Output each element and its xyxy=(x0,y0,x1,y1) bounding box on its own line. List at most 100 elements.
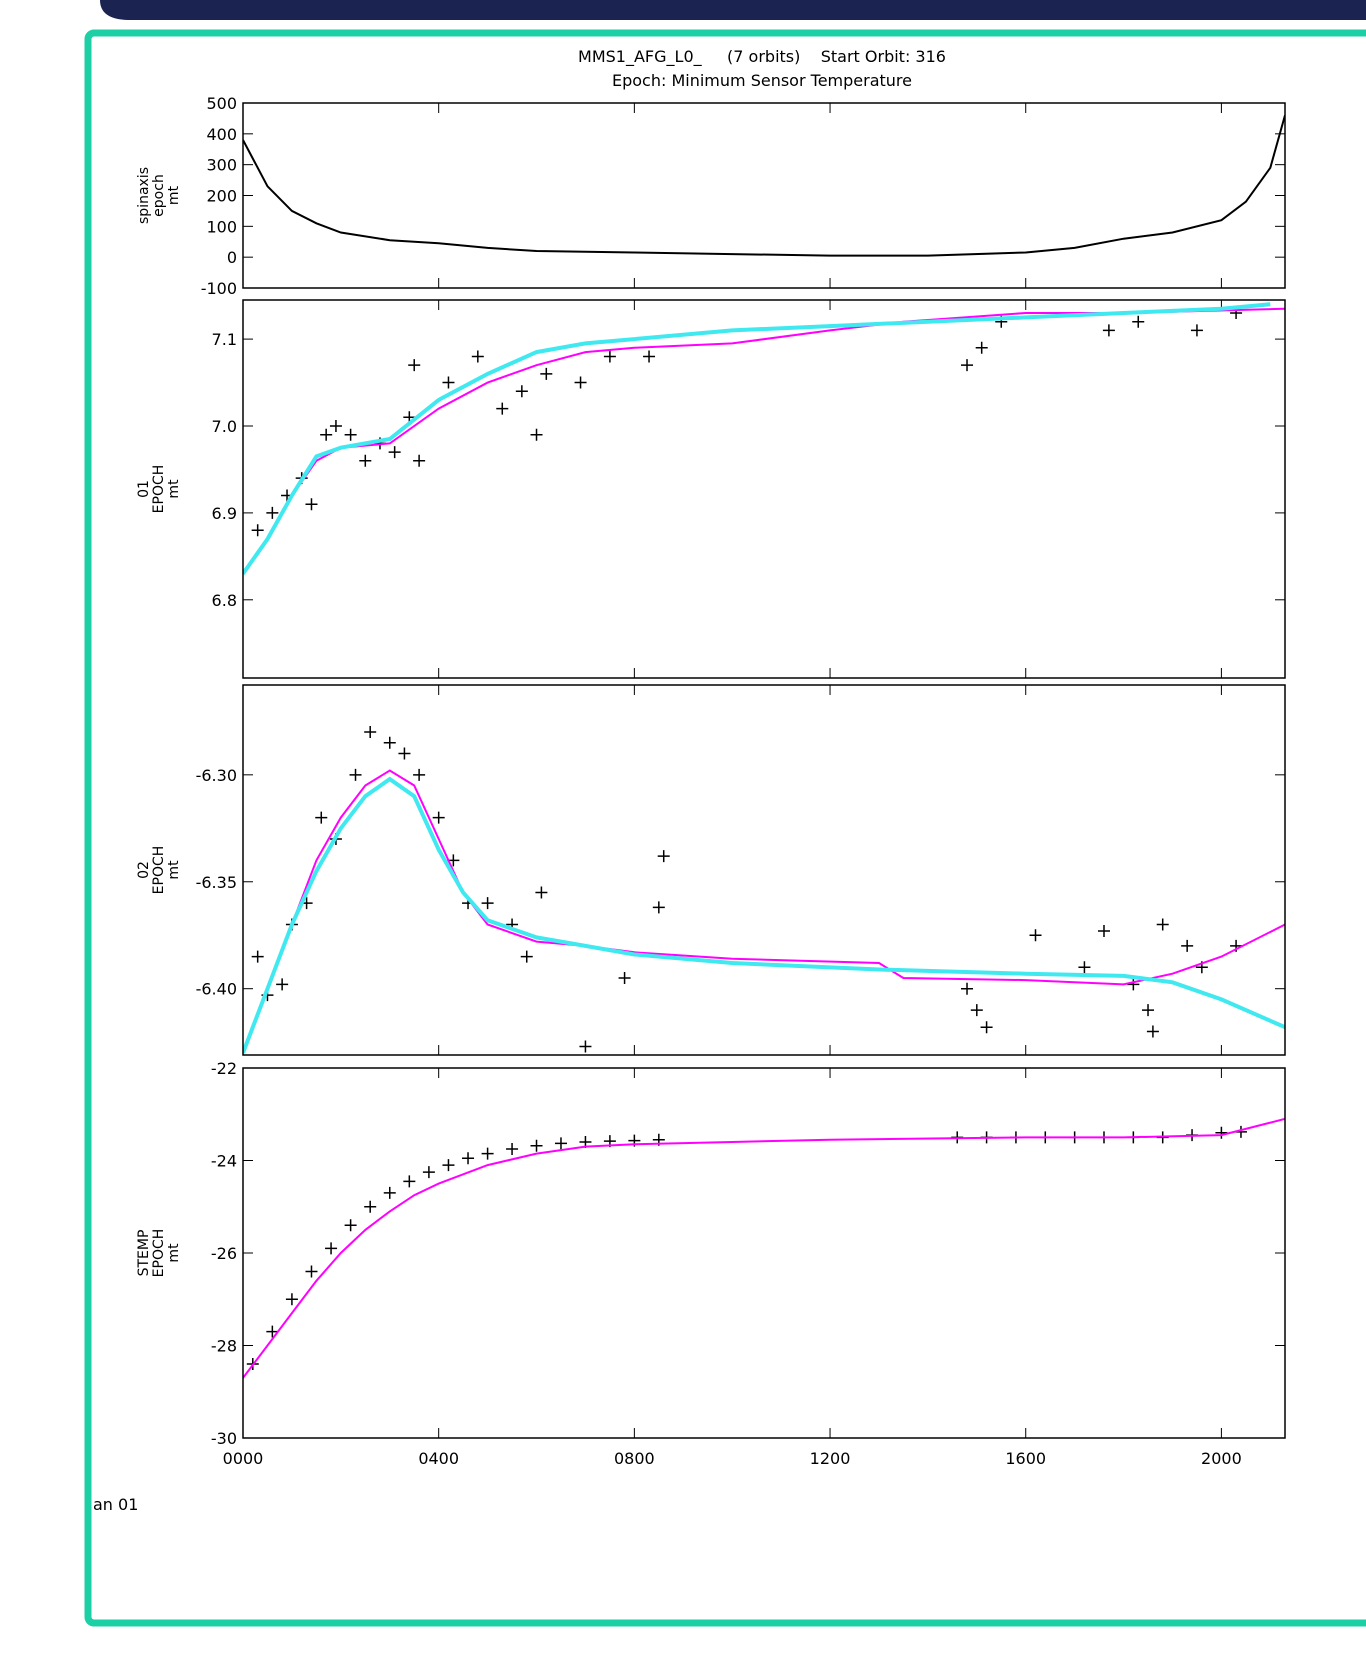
plus-point xyxy=(603,350,616,363)
y-tick-label: -22 xyxy=(211,1059,237,1078)
plus-point xyxy=(1132,315,1145,328)
x-tick-label: 0000 xyxy=(223,1449,264,1468)
series-line xyxy=(243,1117,1285,1379)
x-tick-label: 1200 xyxy=(810,1449,851,1468)
plus-point xyxy=(442,1159,455,1172)
y-tick-label: 200 xyxy=(206,187,237,206)
plus-point xyxy=(1098,924,1110,937)
plus-point xyxy=(364,1200,377,1213)
y-label-line: spinaxis xyxy=(136,167,152,224)
plus-point xyxy=(359,454,372,467)
y-tick-label: -6.40 xyxy=(196,980,237,999)
plus-point xyxy=(349,768,362,781)
series-group xyxy=(243,115,1285,257)
plus-point xyxy=(657,850,670,863)
plus-point xyxy=(1156,918,1169,931)
y-tick-label: -6.35 xyxy=(196,873,237,892)
plot-frame xyxy=(242,1067,1286,1439)
x-tick-label: 1600 xyxy=(1005,1449,1046,1468)
plus-point xyxy=(305,1265,318,1278)
plus-point xyxy=(975,341,988,354)
plus-point xyxy=(961,359,974,372)
plus-point xyxy=(413,768,426,781)
plus-point xyxy=(276,978,289,991)
plus-point xyxy=(1142,1004,1155,1017)
plus-point xyxy=(515,385,528,398)
series-line xyxy=(243,302,1271,575)
plus-point xyxy=(266,1325,279,1338)
plus-point xyxy=(432,811,445,824)
plus-point xyxy=(496,402,509,415)
plus-point xyxy=(383,736,396,749)
plot-frame xyxy=(242,684,1286,1056)
series-group xyxy=(243,302,1285,575)
plus-point xyxy=(1146,1025,1159,1038)
plus-point xyxy=(422,1166,435,1179)
y-label-line: mt xyxy=(166,479,182,499)
header-bar xyxy=(100,0,1366,20)
plus-point xyxy=(1127,978,1140,991)
plus-point xyxy=(652,901,665,914)
x-axis-note: an 01 xyxy=(93,1495,138,1514)
plus-point xyxy=(471,350,484,363)
y-tick-label: -24 xyxy=(211,1152,237,1171)
y-label-line: mt xyxy=(166,185,182,205)
plus-point xyxy=(344,1219,357,1232)
plus-point xyxy=(643,350,656,363)
plus-point xyxy=(535,886,548,899)
y-axis-label: 01 EPOCH mt xyxy=(136,465,182,514)
x-tick-label: 2000 xyxy=(1201,1449,1242,1468)
y-tick-label: -26 xyxy=(211,1244,237,1263)
y-label-line: mt xyxy=(166,860,182,880)
plus-point xyxy=(970,1004,983,1017)
x-tick-label: 0400 xyxy=(418,1449,459,1468)
y-tick-label: 6.9 xyxy=(212,504,237,523)
y-tick-label: 500 xyxy=(206,94,237,113)
plus-point xyxy=(540,367,553,380)
y-label-line: mt xyxy=(166,1243,182,1263)
plus-point xyxy=(530,1139,543,1152)
plus-point xyxy=(481,897,494,910)
plus-point xyxy=(574,376,587,389)
plus-point xyxy=(344,428,357,441)
plus-point xyxy=(481,1147,494,1160)
plus-point xyxy=(1078,961,1091,974)
y-label-line: EPOCH xyxy=(151,465,167,514)
plus-point xyxy=(442,376,455,389)
plus-point xyxy=(364,726,377,739)
y-label-line: 01 xyxy=(136,480,152,498)
y-tick-label: -100 xyxy=(201,279,237,298)
plus-point xyxy=(520,950,533,963)
plus-point xyxy=(579,1040,592,1053)
y-label-line: EPOCH xyxy=(151,1229,167,1278)
plus-point xyxy=(1215,1126,1228,1139)
series-group xyxy=(243,726,1285,1054)
plus-point xyxy=(388,446,401,459)
plus-point xyxy=(320,428,333,441)
plot-frame xyxy=(242,299,1286,679)
plus-point xyxy=(315,811,328,824)
plus-point xyxy=(329,420,342,432)
y-label-line: STEMP xyxy=(136,1230,152,1277)
x-tick-label: 0800 xyxy=(614,1449,655,1468)
y-label-line: 02 xyxy=(136,861,152,879)
plus-point xyxy=(1102,324,1115,337)
plus-point xyxy=(403,1175,416,1188)
y-tick-label: 100 xyxy=(206,217,237,236)
plus-point xyxy=(961,982,974,995)
chart-subtitle: Epoch: Minimum Sensor Temperature xyxy=(612,71,912,90)
plus-point xyxy=(305,498,318,511)
y-tick-label: 0 xyxy=(227,248,237,267)
plus-point xyxy=(398,747,411,760)
plus-point xyxy=(408,359,421,372)
series-line xyxy=(243,776,1285,1054)
plus-point xyxy=(266,506,279,519)
y-tick-label: 7.0 xyxy=(212,417,237,436)
y-axis-label: STEMP EPOCH mt xyxy=(136,1229,182,1278)
series-group xyxy=(243,1117,1285,1379)
y-tick-label: 6.8 xyxy=(212,591,237,610)
plus-point xyxy=(383,1186,396,1199)
plus-point xyxy=(530,428,543,441)
y-tick-label: 400 xyxy=(206,125,237,144)
